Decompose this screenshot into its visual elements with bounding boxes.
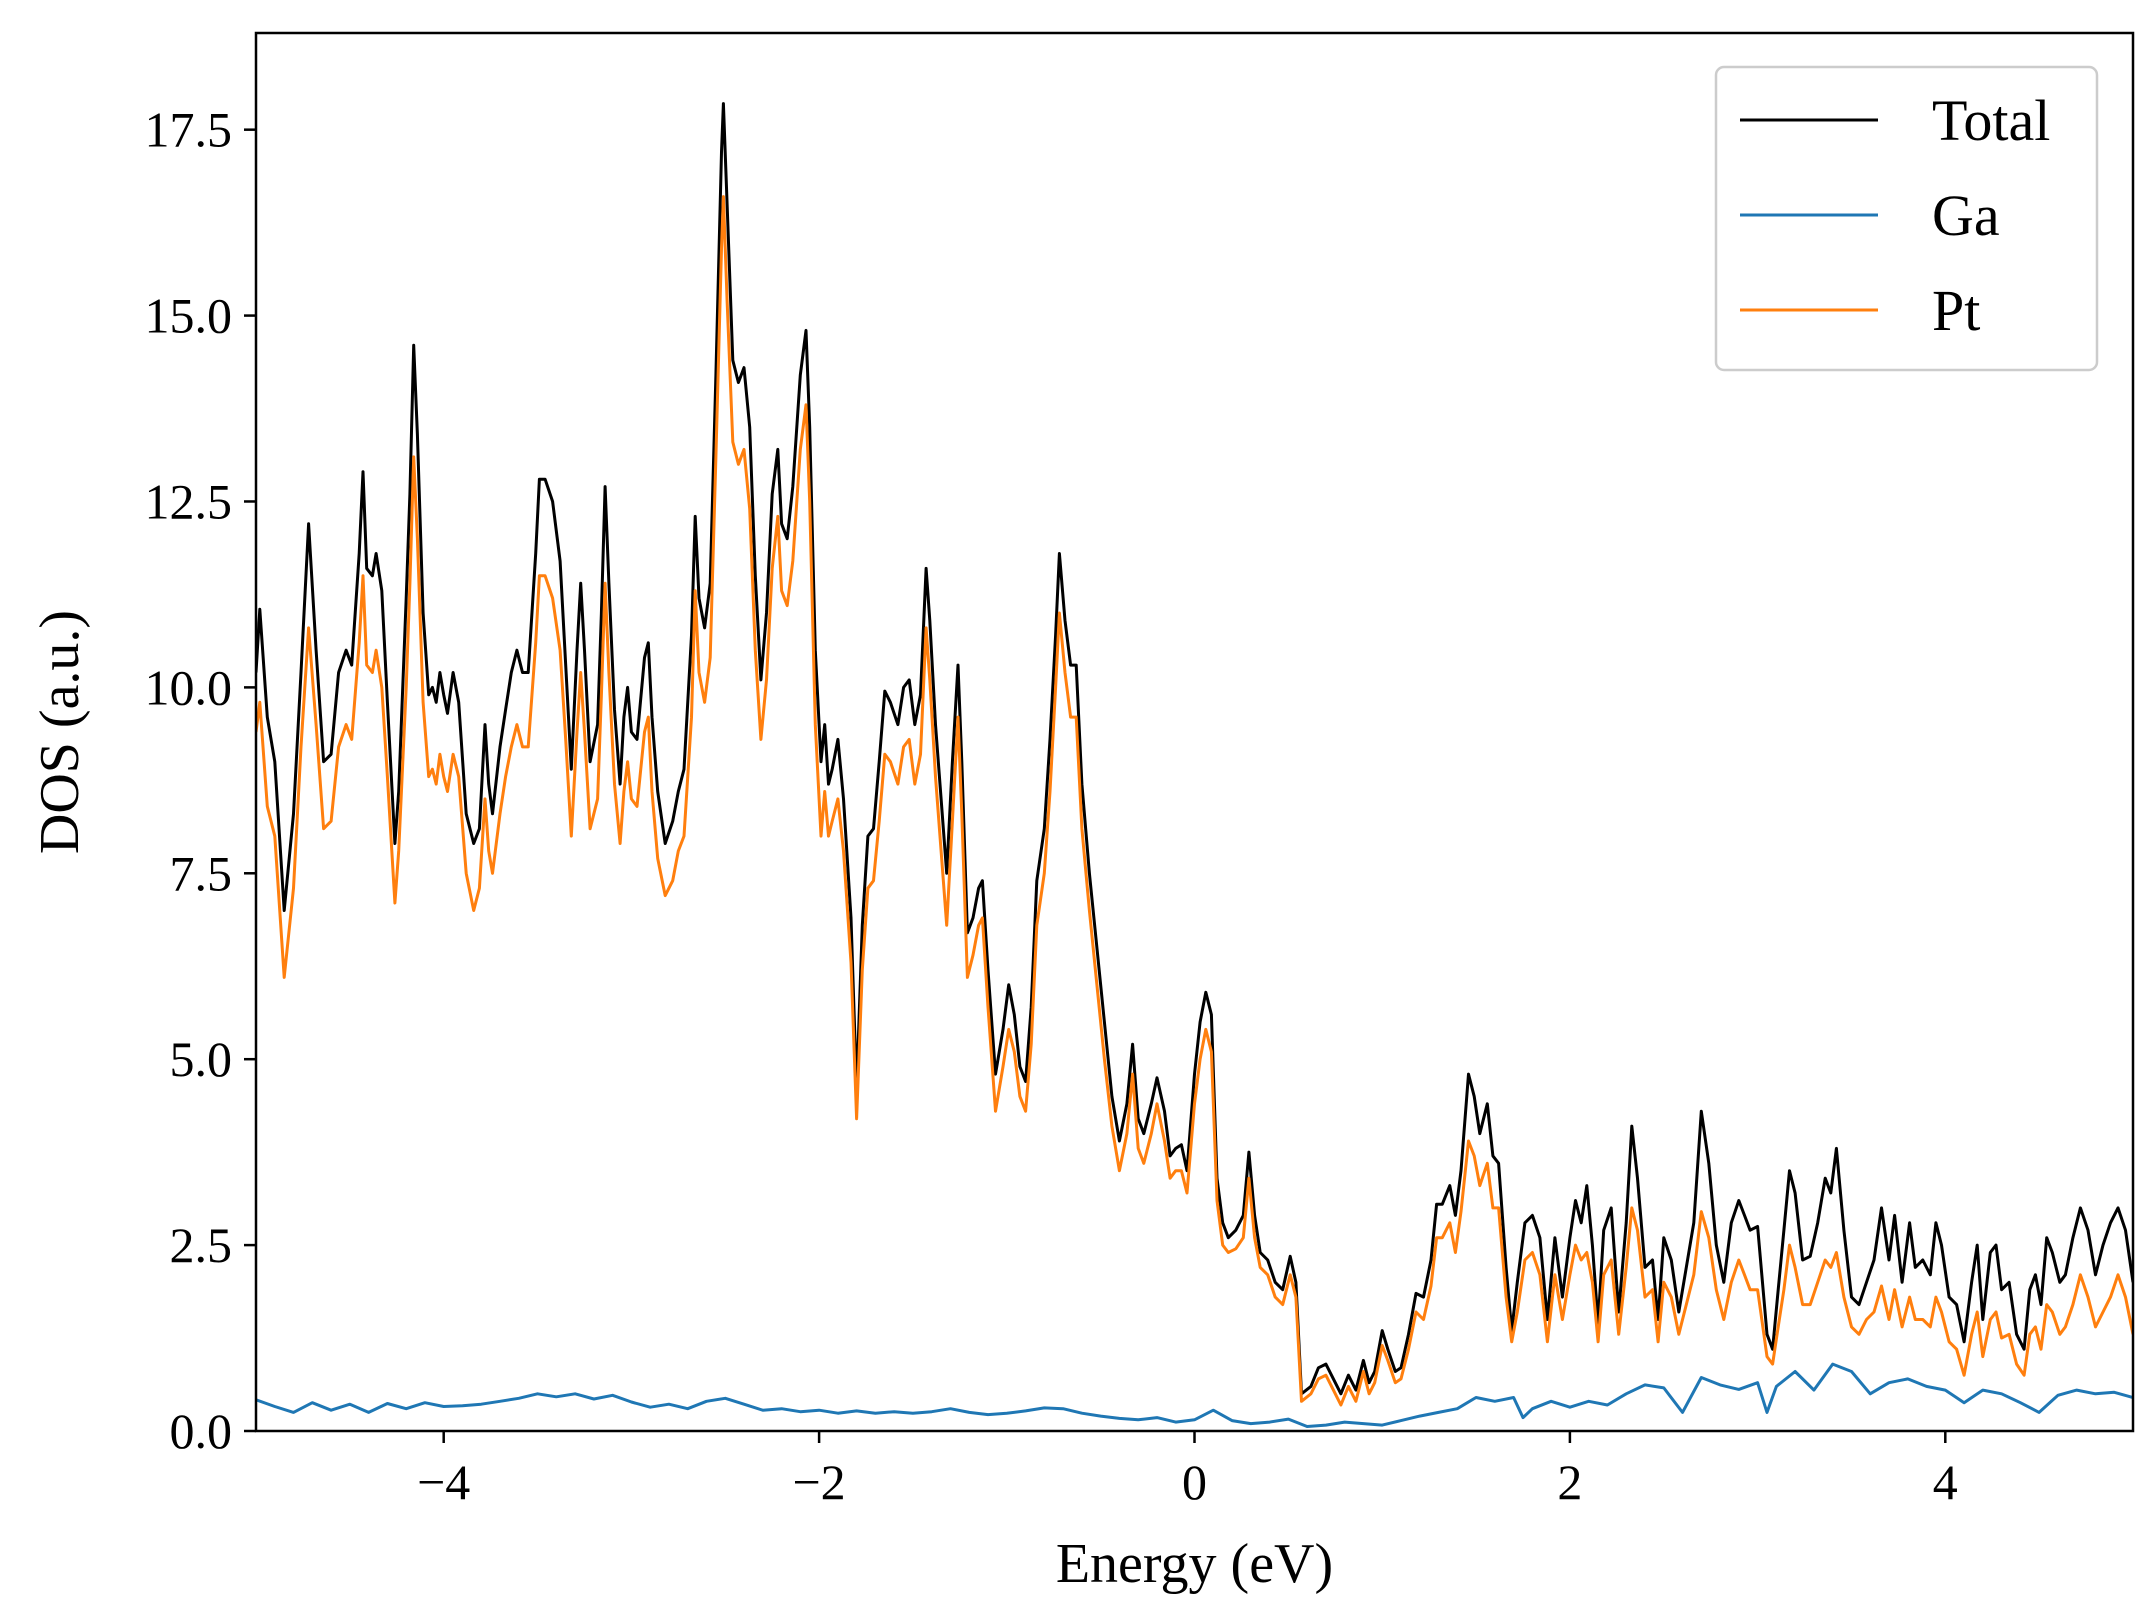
y-tick-label: 2.5 [170,1217,233,1273]
x-tick-label: −4 [417,1454,470,1510]
legend-box [1714,65,2099,372]
y-axis-label: DOS (a.u.) [29,610,91,854]
series-line-total [256,102,2133,1396]
y-tick-label: 15.0 [145,288,233,344]
legend-label-pt: Pt [1932,278,1980,343]
y-ticks: 0.0 2.5 5.0 7.5 10.0 12.5 15.0 17.5 [145,102,256,1459]
x-tick-label: 0 [1182,1454,1207,1510]
series-layer [256,102,2133,1428]
series-line-pt [256,195,2133,1407]
x-tick-label: 4 [1933,1454,1958,1510]
x-axis-label: Energy (eV) [1056,1533,1333,1595]
legend: Total Ga Pt [1714,65,2099,372]
y-tick-label: 5.0 [170,1031,233,1087]
y-tick-label: 12.5 [145,473,233,529]
y-tick-label: 7.5 [170,845,233,901]
x-tick-label: −2 [792,1454,845,1510]
y-tick-label: 10.0 [145,659,233,715]
legend-label-ga: Ga [1932,183,2000,248]
legend-label-total: Total [1932,88,2050,153]
y-tick-label: 0.0 [170,1403,233,1459]
y-tick-label: 17.5 [145,102,233,158]
x-tick-label: 2 [1557,1454,1582,1510]
series-line-ga [256,1362,2133,1428]
x-ticks: −4 −2 0 2 4 [417,1431,1958,1510]
